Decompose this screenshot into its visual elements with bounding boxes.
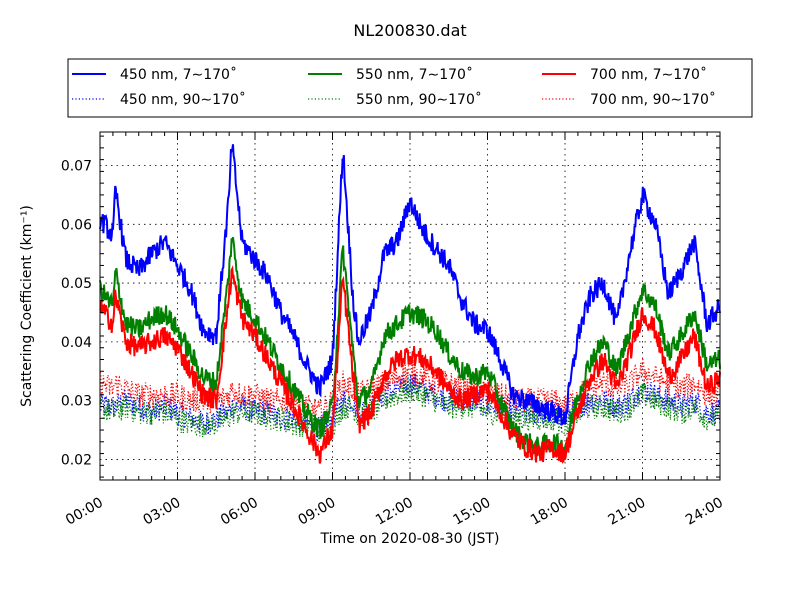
x-tick-label: 18:00 [528, 495, 571, 529]
series-group [99, 144, 721, 464]
legend-box [67, 58, 753, 118]
y-tick-label: 0.04 [61, 335, 92, 351]
x-tick-labels: 00:00 03:00 06:00 09:00 12:00 15:00 18:00 21:00… [63, 495, 726, 529]
series-line-3 [99, 264, 721, 464]
legend-entry-label: 550 nm, 90∼170˚ [356, 91, 482, 108]
series-line-1 [99, 144, 721, 425]
x-tick-label: 12:00 [373, 495, 416, 529]
ticks [99, 132, 721, 480]
legend-entry-label: 700 nm, 7∼170˚ [590, 66, 707, 83]
y-tick-label: 0.05 [61, 276, 92, 292]
x-tick-label: 09:00 [296, 495, 339, 529]
legend-entry-label: 700 nm, 90∼170˚ [590, 91, 716, 108]
x-tick-label: 21:00 [606, 495, 649, 529]
y-tick-label: 0.06 [61, 217, 92, 233]
legend-entry-label: 450 nm, 7∼170˚ [120, 66, 237, 83]
y-axis-label: Scattering Coefficient (km⁻¹) [19, 205, 35, 407]
x-axis-label: Time on 2020-08-30 (JST) [320, 531, 500, 547]
chart-title: NL200830.dat [353, 21, 466, 40]
x-tick-label: 24:00 [683, 495, 726, 529]
legend-entry-label: 450 nm, 90∼170˚ [120, 91, 246, 108]
legend-entry-label: 550 nm, 7∼170˚ [356, 66, 473, 83]
x-tick-label: 00:00 [63, 495, 106, 529]
series-line-2 [99, 237, 721, 460]
y-tick-label: 0.07 [61, 159, 92, 175]
y-tick-labels: 0.02 0.03 0.04 0.05 0.06 0.07 [61, 159, 92, 469]
x-tick-label: 15:00 [451, 495, 494, 529]
y-tick-label: 0.02 [61, 452, 92, 468]
x-tick-label: 03:00 [141, 495, 184, 529]
legend: 450 nm, 7∼170˚ 450 nm, 90∼170˚ 550 nm, 7∼1… [67, 58, 753, 118]
x-tick-label: 06:00 [218, 495, 261, 529]
series-line-6 [99, 357, 721, 425]
y-tick-label: 0.03 [61, 394, 92, 410]
